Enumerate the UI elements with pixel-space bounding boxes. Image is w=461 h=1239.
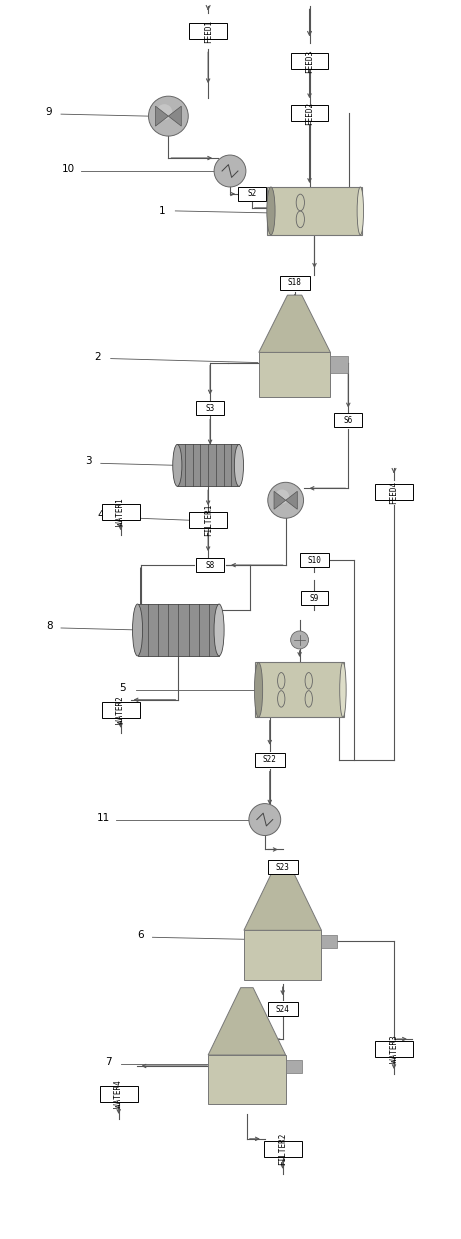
FancyBboxPatch shape [259, 352, 331, 398]
FancyBboxPatch shape [280, 276, 309, 290]
FancyBboxPatch shape [331, 357, 349, 373]
Text: S24: S24 [276, 1005, 290, 1014]
FancyBboxPatch shape [286, 1059, 301, 1073]
FancyBboxPatch shape [375, 484, 413, 501]
Text: 3: 3 [86, 456, 92, 466]
Text: FEED3: FEED3 [305, 50, 314, 73]
Text: 1: 1 [159, 206, 165, 216]
FancyBboxPatch shape [268, 860, 298, 875]
Text: 2: 2 [95, 352, 101, 362]
Ellipse shape [173, 445, 182, 486]
Ellipse shape [249, 804, 281, 835]
Ellipse shape [267, 187, 275, 235]
Text: 9: 9 [46, 107, 53, 118]
FancyBboxPatch shape [137, 605, 219, 655]
Ellipse shape [132, 605, 142, 655]
FancyBboxPatch shape [267, 187, 362, 235]
Ellipse shape [357, 187, 364, 235]
Text: 10: 10 [61, 164, 75, 173]
Text: 11: 11 [97, 813, 110, 823]
FancyBboxPatch shape [300, 553, 330, 567]
FancyBboxPatch shape [100, 1085, 137, 1101]
Text: FILTER2: FILTER2 [278, 1132, 287, 1165]
Ellipse shape [254, 663, 263, 717]
Ellipse shape [275, 489, 289, 504]
Ellipse shape [214, 605, 224, 655]
Text: S22: S22 [263, 756, 277, 764]
FancyBboxPatch shape [189, 24, 227, 40]
Text: WATER2: WATER2 [116, 696, 125, 724]
FancyBboxPatch shape [290, 53, 328, 69]
Polygon shape [168, 107, 181, 126]
FancyBboxPatch shape [238, 187, 266, 201]
Polygon shape [208, 987, 286, 1056]
FancyBboxPatch shape [177, 445, 239, 486]
Ellipse shape [340, 663, 346, 717]
Text: S18: S18 [288, 279, 301, 287]
Polygon shape [274, 492, 286, 509]
Text: 8: 8 [46, 621, 53, 631]
FancyBboxPatch shape [196, 558, 224, 572]
Text: S10: S10 [307, 555, 321, 565]
Text: 5: 5 [119, 683, 126, 693]
Text: WATER1: WATER1 [116, 498, 125, 527]
FancyBboxPatch shape [208, 1056, 286, 1104]
FancyBboxPatch shape [321, 934, 337, 948]
Ellipse shape [148, 97, 188, 136]
Text: 7: 7 [106, 1057, 112, 1067]
Text: S6: S6 [343, 416, 353, 425]
Text: FILTER1: FILTER1 [204, 504, 213, 536]
Text: FEED2: FEED2 [305, 102, 314, 125]
Text: S9: S9 [310, 593, 319, 602]
FancyBboxPatch shape [290, 105, 328, 121]
Text: 6: 6 [137, 930, 144, 940]
FancyBboxPatch shape [189, 512, 227, 528]
Text: S8: S8 [206, 560, 215, 570]
Polygon shape [259, 295, 331, 352]
FancyBboxPatch shape [196, 401, 224, 415]
Ellipse shape [268, 482, 303, 518]
FancyBboxPatch shape [102, 701, 140, 717]
FancyBboxPatch shape [301, 591, 328, 605]
Text: FEED4: FEED4 [390, 481, 398, 504]
FancyBboxPatch shape [255, 753, 285, 767]
Text: S2: S2 [247, 190, 256, 198]
Ellipse shape [214, 155, 246, 187]
FancyBboxPatch shape [102, 504, 140, 520]
Text: 4: 4 [97, 510, 104, 520]
Ellipse shape [290, 631, 308, 649]
FancyBboxPatch shape [255, 663, 344, 717]
Polygon shape [155, 107, 168, 126]
FancyBboxPatch shape [375, 1041, 413, 1057]
Ellipse shape [234, 445, 243, 486]
Ellipse shape [156, 104, 172, 120]
FancyBboxPatch shape [334, 414, 362, 427]
Text: WATER4: WATER4 [114, 1080, 123, 1108]
FancyBboxPatch shape [268, 1002, 298, 1016]
Polygon shape [244, 862, 321, 930]
FancyBboxPatch shape [264, 1141, 301, 1157]
Text: S3: S3 [206, 404, 215, 413]
Text: WATER3: WATER3 [390, 1035, 398, 1063]
FancyBboxPatch shape [244, 930, 321, 980]
Polygon shape [286, 492, 297, 509]
Text: FEED1: FEED1 [204, 20, 213, 43]
Text: S23: S23 [276, 862, 290, 872]
